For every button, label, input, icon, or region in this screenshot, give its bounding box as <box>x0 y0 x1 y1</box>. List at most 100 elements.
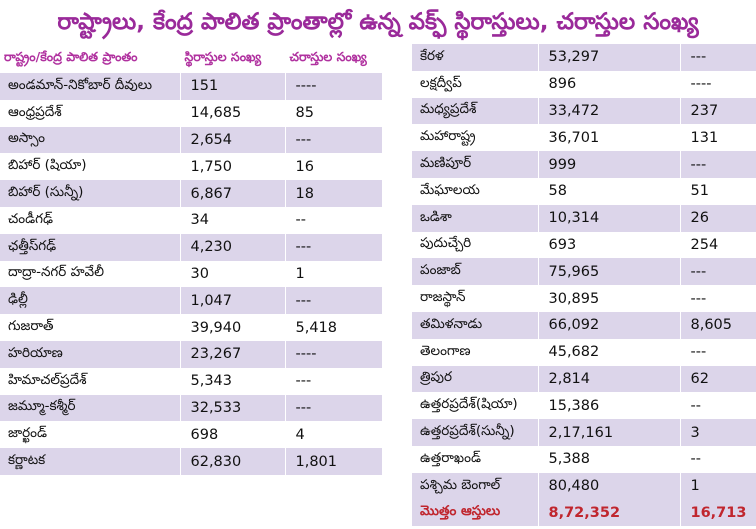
movable-count: --- <box>285 287 383 315</box>
immovable-count: 23,267 <box>180 340 286 368</box>
table-row: రాజస్థాన్ 30,895 --- <box>412 285 756 312</box>
total-immovable: 8,72,352 <box>538 499 681 527</box>
table-header-row: రాష్ట్రం/కేంద్ర పాలిత ప్రాంతం స్థిరాస్తుల… <box>0 44 383 73</box>
immovable-count: 5,343 <box>180 367 286 395</box>
region-name: ఉత్తరప్రదేశ్(షియా) <box>412 392 539 420</box>
immovable-count: 39,940 <box>180 314 286 341</box>
region-name: మణిపూర్ <box>412 151 539 178</box>
total-label: మొత్తం ఆస్తులు <box>412 499 539 527</box>
movable-count: -- <box>285 206 383 234</box>
region-name: మధ్యప్రదేశ్ <box>412 97 539 125</box>
movable-count: --- <box>285 394 383 422</box>
table-row: పుదుచ్చేరి 693 254 <box>412 231 756 259</box>
header-region: రాష్ట్రం/కేంద్ర పాలిత ప్రాంతం <box>0 44 181 73</box>
region-name: హిమాచల్‌ప్రదేశ్ <box>0 367 181 395</box>
immovable-count: 2,814 <box>538 365 681 393</box>
immovable-count: 2,654 <box>180 126 286 154</box>
table-row: హరియాణ 23,267 ---- <box>0 340 383 368</box>
immovable-count: 75,965 <box>538 258 681 286</box>
movable-count: --- <box>285 233 383 261</box>
immovable-count: 10,314 <box>538 204 681 232</box>
region-name: అండమాన్-నికోబార్ దీవులు <box>0 73 181 100</box>
immovable-count: 15,386 <box>538 392 681 420</box>
table-row: త్రిపుర 2,814 62 <box>412 365 756 393</box>
immovable-count: 45,682 <box>538 338 681 366</box>
region-name: చండీగఢ్ <box>0 206 181 234</box>
movable-count: 5,418 <box>285 314 383 341</box>
region-name: గుజరాత్ <box>0 314 181 341</box>
immovable-count: 1,047 <box>180 287 286 315</box>
movable-count: --- <box>285 367 383 395</box>
region-name: ఉత్తరప్రదేశ్(సున్నీ) <box>412 419 539 446</box>
movable-count: 8,605 <box>680 311 756 339</box>
immovable-count: 999 <box>538 151 681 178</box>
region-name: మహారాష్ట్ర <box>412 124 539 152</box>
movable-count: 1 <box>285 260 383 288</box>
table-row: ఆంధ్రప్రదేశ్ 14,685 85 <box>0 99 383 127</box>
region-name: బిహార్ (షియా) <box>0 153 181 181</box>
region-name: బిహార్ (సున్నీ) <box>0 180 181 207</box>
movable-count: 131 <box>680 124 756 152</box>
immovable-count: 14,685 <box>180 99 286 127</box>
region-name: ఒడిశా <box>412 204 539 232</box>
region-name: తెలంగాణ <box>412 338 539 366</box>
movable-count: 1 <box>680 472 756 500</box>
table-row: మణిపూర్ 999 --- <box>412 151 756 178</box>
table-row: ఒడిశా 10,314 26 <box>412 204 756 232</box>
immovable-count: 53,297 <box>538 44 681 71</box>
waqf-table-right: కేరళ 53,297 --- లక్షద్వీప్ 896 ---- మధ్యప్రదేశ… <box>412 44 756 527</box>
movable-count: --- <box>680 258 756 286</box>
immovable-count: 2,17,161 <box>538 419 681 446</box>
region-name: రాజస్థాన్ <box>412 285 539 312</box>
table-row: తమిళనాడు 66,092 8,605 <box>412 311 756 339</box>
immovable-count: 693 <box>538 231 681 259</box>
table-row: అస్సాం 2,654 --- <box>0 126 383 154</box>
immovable-count: 34 <box>180 206 286 234</box>
movable-count: ---- <box>285 73 383 100</box>
movable-count: 16 <box>285 153 383 181</box>
table-row: హిమాచల్‌ప్రదేశ్ 5,343 --- <box>0 367 383 395</box>
movable-count: 85 <box>285 99 383 127</box>
movable-count: ---- <box>285 340 383 368</box>
immovable-count: 1,750 <box>180 153 286 181</box>
table-row: దాద్రా-నగర్ హవేలీ 30 1 <box>0 260 383 288</box>
movable-count: --- <box>680 338 756 366</box>
region-name: అస్సాం <box>0 126 181 154</box>
movable-count: -- <box>680 445 756 473</box>
table-row: కర్ణాటక 62,830 1,801 <box>0 448 383 475</box>
region-name: కేరళ <box>412 44 539 71</box>
region-name: ఛత్తీస్‌గఢ్ <box>0 233 181 261</box>
table-row: ఢిల్లీ 1,047 --- <box>0 287 383 315</box>
region-name: ఢిల్లీ <box>0 287 181 315</box>
table-row: ఉత్తరప్రదేశ్(సున్నీ) 2,17,161 3 <box>412 419 756 446</box>
region-name: హరియాణ <box>0 340 181 368</box>
table-row: జమ్మూ-కశ్మీర్ 32,533 --- <box>0 394 383 422</box>
movable-count: 4 <box>285 421 383 449</box>
table-row: కేరళ 53,297 --- <box>412 44 756 71</box>
movable-count: --- <box>680 44 756 71</box>
total-row: మొత్తం ఆస్తులు 8,72,352 16,713 <box>412 499 756 527</box>
region-name: పశ్చిమ బెంగాల్ <box>412 472 539 500</box>
movable-count: ---- <box>680 70 756 98</box>
immovable-count: 151 <box>180 73 286 100</box>
table-row: అండమాన్-నికోబార్ దీవులు 151 ---- <box>0 73 383 100</box>
page-title: రాష్ట్రాలు, కేంద్ర పాలిత ప్రాంతాల్లో ఉన్… <box>57 9 699 35</box>
table-row: ఉత్తరప్రదేశ్(షియా) 15,386 -- <box>412 392 756 420</box>
header-immovable: స్థిరాస్తుల సంఖ్య <box>180 44 286 73</box>
immovable-count: 80,480 <box>538 472 681 500</box>
region-name: పంజాబ్ <box>412 258 539 286</box>
movable-count: 51 <box>680 177 756 205</box>
table-row: గుజరాత్ 39,940 5,418 <box>0 314 383 341</box>
table-row: మేఘాలయ 58 51 <box>412 177 756 205</box>
table-row: మధ్యప్రదేశ్ 33,472 237 <box>412 97 756 125</box>
region-name: జార్ఖండ్ <box>0 421 181 449</box>
total-movable: 16,713 <box>680 499 756 527</box>
immovable-count: 30 <box>180 260 286 288</box>
region-name: దాద్రా-నగర్ హవేలీ <box>0 260 181 288</box>
immovable-count: 62,830 <box>180 448 286 475</box>
movable-count: 3 <box>680 419 756 446</box>
table-row: పంజాబ్ 75,965 --- <box>412 258 756 286</box>
immovable-count: 698 <box>180 421 286 449</box>
region-name: జమ్మూ-కశ్మీర్ <box>0 394 181 422</box>
immovable-count: 30,895 <box>538 285 681 312</box>
